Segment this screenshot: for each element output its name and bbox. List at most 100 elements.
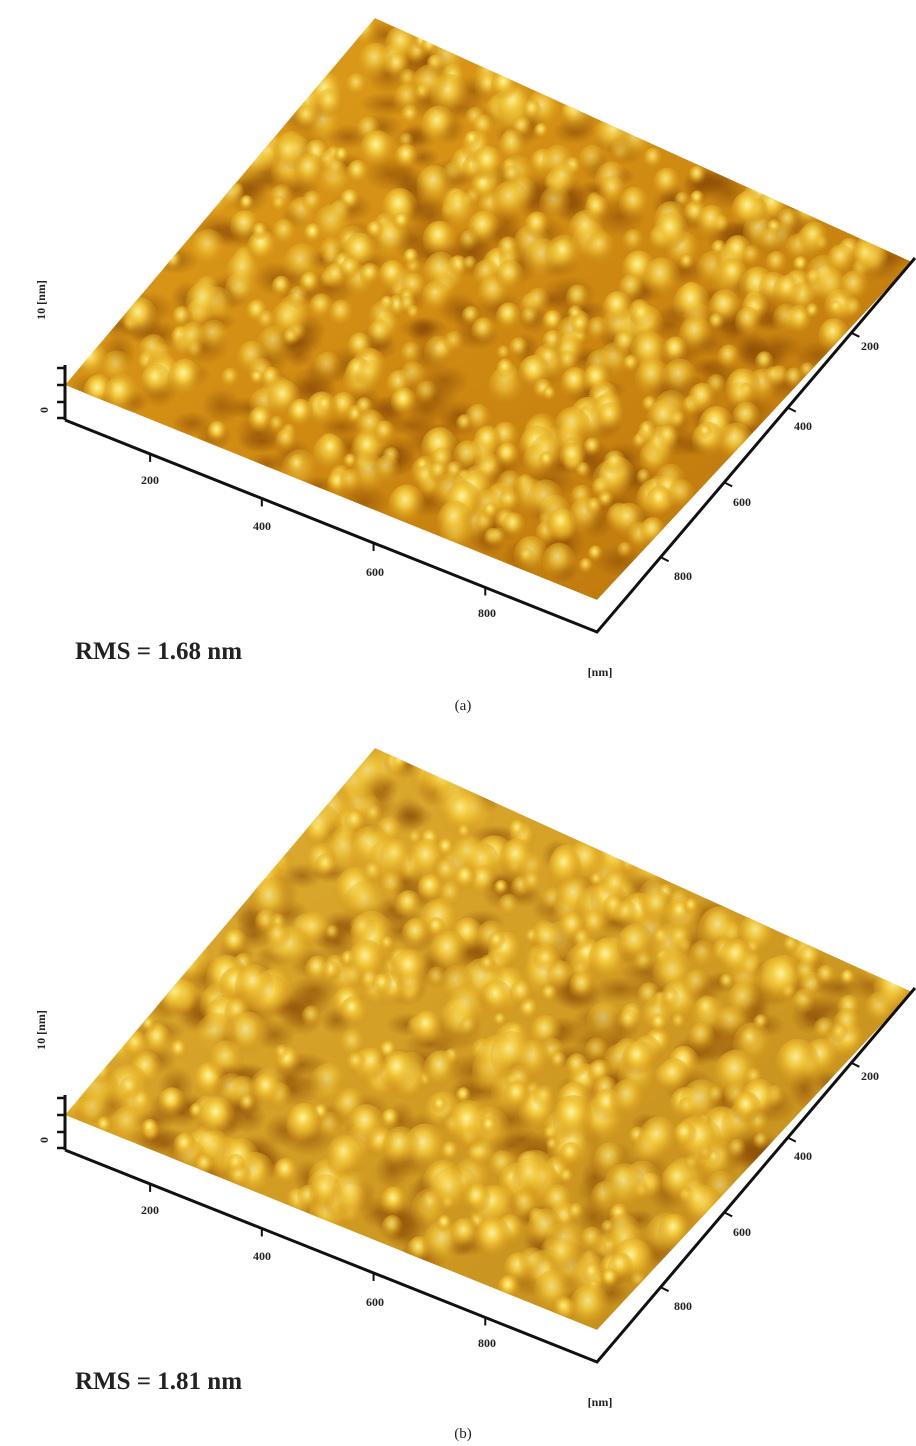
surface-bump (221, 368, 240, 390)
surface-bump (157, 976, 195, 1020)
surface-bump (299, 272, 319, 295)
surface-bump (175, 951, 204, 984)
surface-bump (274, 1045, 289, 1062)
x-tick-label: 200 (141, 1203, 159, 1217)
surface-bump (317, 396, 333, 415)
surface-bump (122, 297, 158, 339)
surface-bump (464, 131, 481, 150)
surface-bump (818, 318, 850, 354)
surface-bump (509, 980, 533, 1008)
surface-bump (727, 982, 762, 1022)
z-zero-label: 0 (37, 1137, 51, 1143)
surface-bump (273, 136, 306, 174)
surface-bump (119, 1076, 140, 1101)
surface-bump (356, 360, 384, 392)
surface-bump (497, 1275, 520, 1301)
surface-bump (437, 838, 455, 858)
surface-bump (380, 936, 395, 953)
surface-bump (287, 399, 313, 429)
surface-bump (191, 229, 227, 270)
surface-bump (673, 1122, 697, 1149)
surface-bump (480, 1116, 498, 1136)
surface-bump (586, 1002, 624, 1046)
surface-bump (301, 1006, 321, 1029)
surface-bump (416, 381, 438, 406)
surface-bump (492, 180, 529, 223)
surface-bump (630, 302, 653, 329)
surface (65, 15, 916, 600)
surface-bump (498, 894, 520, 919)
y-tick-label: 600 (733, 495, 751, 509)
surface-bump (366, 221, 384, 241)
surface-bump (740, 1028, 760, 1051)
surface-bump (783, 936, 800, 956)
surface-bump (395, 890, 422, 921)
surface-bump (603, 450, 626, 477)
surface-bump (527, 1208, 564, 1251)
surface-bump (392, 752, 408, 771)
surface-bump (580, 1227, 604, 1254)
surface-bump (502, 512, 526, 540)
surface-bump (326, 1135, 364, 1179)
surface-bump (509, 337, 529, 359)
surface-bump (682, 969, 710, 1002)
surface-pit (171, 411, 213, 436)
surface-bump (432, 1097, 447, 1115)
surface-bump (429, 461, 449, 484)
surface-bump (239, 1094, 256, 1113)
surface-bump (545, 235, 582, 278)
surface-bump (610, 1079, 646, 1121)
surface-bump (427, 917, 445, 938)
surface-bump (571, 315, 590, 337)
surface-bump (316, 88, 344, 120)
y-tick (788, 408, 796, 412)
surface-bump (635, 359, 671, 400)
y-tick (724, 1212, 732, 1216)
surface-bump (569, 1284, 610, 1331)
afm-panel: 10 [nm]0200400600800200400600800[nm]RMS … (34, 748, 916, 1441)
surface-bump (668, 926, 692, 953)
y-tick-label: 800 (674, 1299, 692, 1313)
surface-bump (257, 310, 276, 332)
surface-bump (612, 503, 645, 541)
surface-bump (382, 1215, 403, 1239)
surface-bump (496, 359, 514, 380)
surface-bump (314, 352, 343, 385)
surface-bump (589, 872, 604, 889)
surface-bump (309, 1063, 348, 1108)
surface-bump (358, 43, 393, 83)
surface-bump (601, 1220, 615, 1237)
surface-bump (462, 306, 480, 327)
surface-bump (688, 383, 717, 417)
surface-bump (658, 1214, 691, 1251)
surface-bump (439, 881, 463, 909)
surface-bump (643, 257, 681, 300)
surface-bump (753, 1014, 768, 1031)
surface-bump (586, 497, 603, 517)
surface-bump (222, 929, 247, 958)
surface-bump (707, 1086, 725, 1106)
surface-bump (708, 313, 724, 332)
surface-bump (597, 402, 624, 433)
unit-label: [nm] (588, 1395, 613, 1409)
surface-bump (732, 1092, 761, 1126)
surface-bump (350, 15, 378, 47)
surface-bump (207, 421, 228, 445)
surface-bump (302, 191, 323, 215)
surface-bump (637, 982, 661, 1010)
surface-bump (395, 144, 418, 171)
surface-bump (603, 895, 625, 921)
surface-bump (827, 244, 856, 277)
surface-bump (379, 839, 413, 878)
surface-bump (315, 853, 338, 880)
surface-bump (339, 469, 362, 496)
surface-bump (195, 1013, 237, 1062)
surface-bump (566, 285, 590, 312)
surface-bump (178, 322, 208, 357)
surface-bump (602, 291, 632, 326)
surface-bump (219, 182, 244, 210)
rms-label: RMS = 1.81 nm (75, 1368, 242, 1395)
surface-bump (572, 929, 592, 952)
surface-bump (239, 145, 273, 184)
surface-bump (440, 789, 484, 839)
